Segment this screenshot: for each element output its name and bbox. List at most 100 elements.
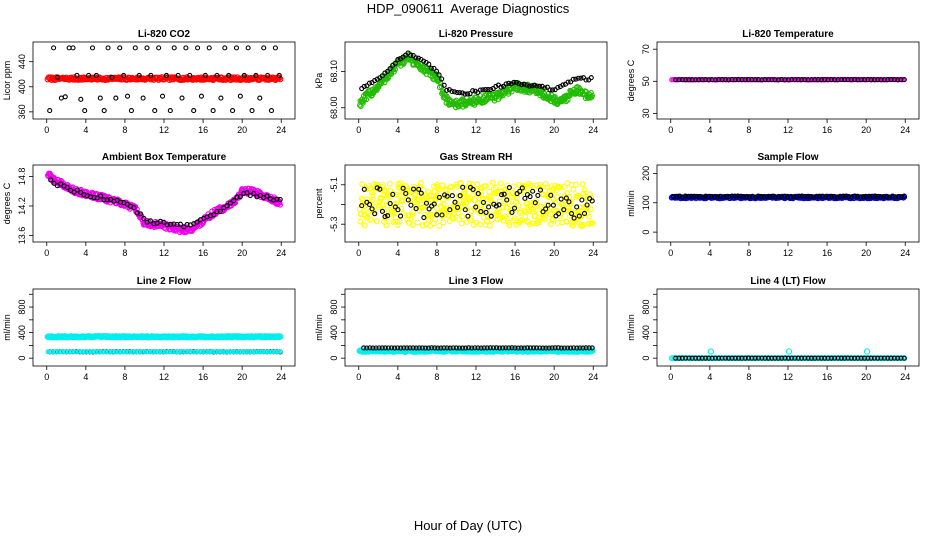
data-point [558,196,564,202]
data-point [769,355,775,361]
data-point [729,77,735,83]
data-point [739,355,745,361]
panel-title: Li-820 CO2 [138,29,191,40]
data-point [707,348,714,355]
x-tick-label: 16 [822,125,832,135]
data-point [167,108,173,114]
data-point [787,194,793,200]
data-point [581,210,588,217]
data-point [432,216,439,223]
data-point [808,77,815,83]
data-point [413,345,419,351]
data-point [414,219,421,226]
data-point [552,345,558,351]
x-tick-label: 12 [471,125,481,135]
data-point [852,355,858,361]
data-point [485,86,491,93]
data-point [691,193,697,199]
data-point [819,193,826,199]
data-point [561,183,568,190]
data-point [808,194,814,200]
data-point [722,77,728,83]
data-point [755,355,762,361]
data-point [550,202,556,208]
data-point [732,193,738,199]
panel-title: Sample Flow [757,152,818,163]
data-point [361,83,367,89]
data-point [410,345,416,351]
data-point [503,345,509,351]
data-point [544,84,550,90]
data-point [113,95,119,101]
data-point [497,180,504,187]
data-point [452,89,458,95]
data-point [194,219,200,225]
data-point [277,196,283,203]
data-point [712,355,718,361]
data-point [227,200,233,206]
data-point [506,80,512,86]
data-point [758,193,764,199]
data-point [439,212,445,218]
data-point [89,45,96,51]
data-point [550,87,556,93]
data-point [729,193,735,199]
data-point [822,355,828,361]
data-point [568,79,574,85]
data-point [457,180,464,186]
data-point [712,194,718,200]
data-point [532,200,538,206]
data-point [366,80,372,86]
data-point [865,77,871,83]
data-point [495,209,502,216]
data-point [793,194,799,200]
y-tick-label: -5.1 [329,177,339,193]
data-point [798,77,805,83]
data-point [184,222,190,228]
data-point [198,93,205,99]
data-point [376,202,383,208]
data-point [589,220,596,227]
data-point [436,222,443,229]
data-point [831,193,837,199]
data-point [382,345,388,351]
data-point [159,93,166,99]
data-point [171,221,177,227]
data-point [237,93,243,99]
data-point [828,355,834,361]
x-tick-label: 8 [746,125,751,135]
data-point [742,77,748,83]
data-point [464,91,471,97]
x-tick-label: 0 [356,372,361,382]
data-point [415,196,421,203]
data-point [825,355,831,361]
data-point [440,200,447,207]
data-point [878,355,884,361]
data-point [825,77,831,83]
data-point [519,82,525,88]
data-point [477,221,484,228]
data-point [392,204,398,210]
data-point [88,194,94,200]
data-point [789,77,795,83]
y-tick-label: 70 [641,44,651,54]
data-point [792,355,798,361]
data-point [408,202,414,208]
data-point [241,72,247,79]
data-point [742,355,748,361]
data-point [438,345,444,351]
panel-title: Line 3 Flow [449,276,504,287]
data-point [268,108,275,114]
data-point [276,74,283,82]
data-point [792,77,798,83]
data-point [377,186,383,192]
data-point [745,77,752,83]
data-point [888,355,894,361]
data-point [447,345,453,351]
data-point [720,194,726,200]
x-tick-label: 16 [510,372,520,382]
data-point [392,66,399,73]
panel-4: Ambient Box Temperature degrees C 0 4 8 12 16 2… [2,152,296,258]
data-point [359,203,365,209]
data-point [762,355,768,361]
